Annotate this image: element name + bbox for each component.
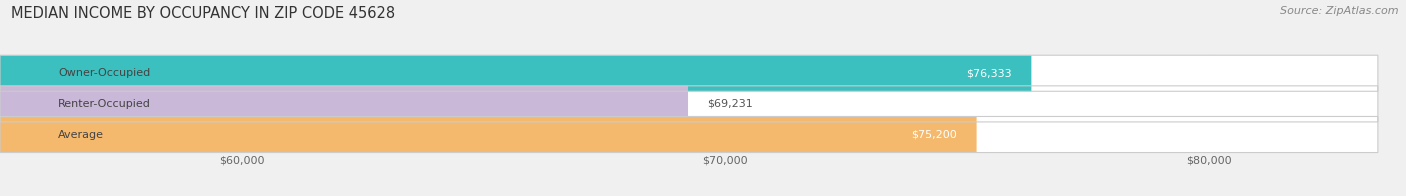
FancyBboxPatch shape bbox=[0, 86, 688, 122]
Text: $76,333: $76,333 bbox=[966, 68, 1012, 78]
Text: MEDIAN INCOME BY OCCUPANCY IN ZIP CODE 45628: MEDIAN INCOME BY OCCUPANCY IN ZIP CODE 4… bbox=[11, 6, 395, 21]
FancyBboxPatch shape bbox=[0, 116, 1378, 152]
FancyBboxPatch shape bbox=[0, 55, 1378, 91]
FancyBboxPatch shape bbox=[0, 116, 977, 152]
FancyBboxPatch shape bbox=[0, 55, 1032, 91]
Text: $75,200: $75,200 bbox=[911, 130, 957, 140]
Text: Owner-Occupied: Owner-Occupied bbox=[58, 68, 150, 78]
Text: Average: Average bbox=[58, 130, 104, 140]
Text: $69,231: $69,231 bbox=[707, 99, 754, 109]
FancyBboxPatch shape bbox=[0, 86, 1378, 122]
Text: Source: ZipAtlas.com: Source: ZipAtlas.com bbox=[1281, 6, 1399, 16]
Text: Renter-Occupied: Renter-Occupied bbox=[58, 99, 150, 109]
